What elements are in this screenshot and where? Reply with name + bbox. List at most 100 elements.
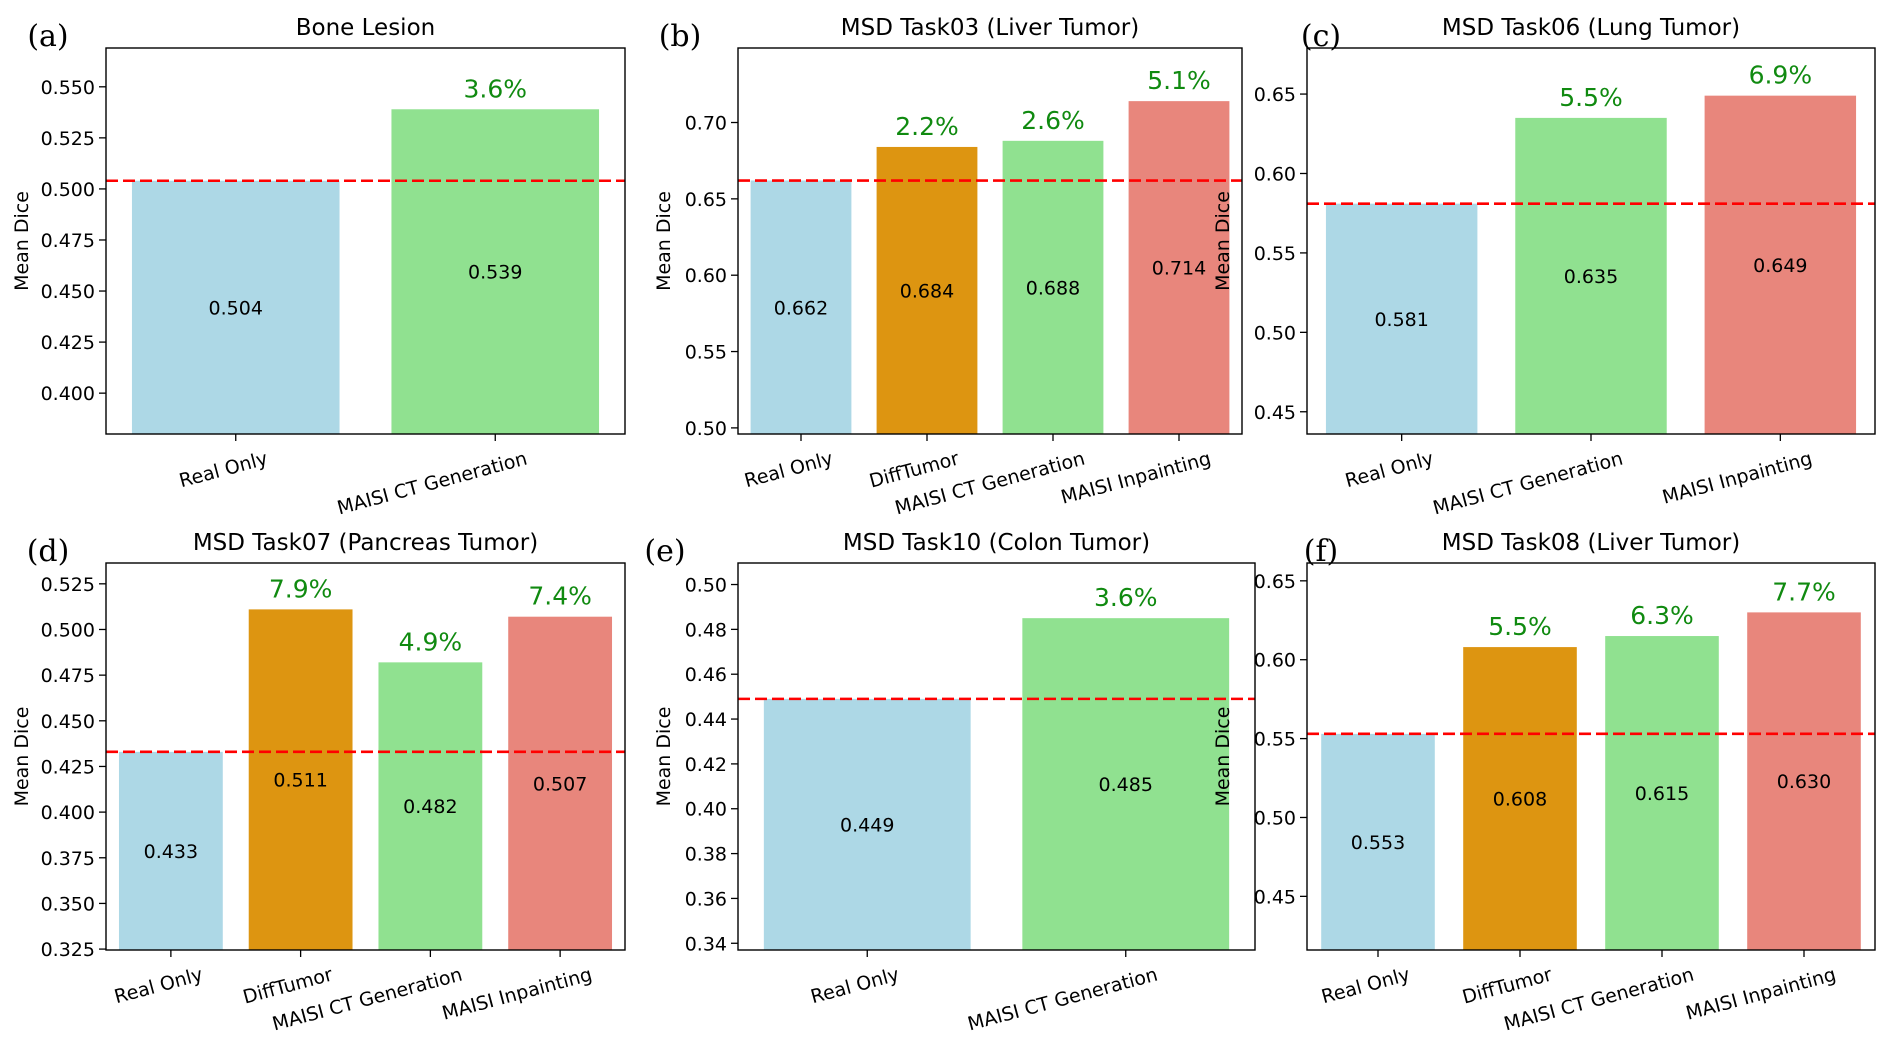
y-tick-label: 0.325 — [41, 939, 95, 961]
y-tick-label: 0.60 — [1254, 163, 1296, 185]
bar-value-label: 0.714 — [1152, 258, 1206, 280]
bar-value-label: 0.649 — [1753, 255, 1807, 277]
y-tick-label: 0.36 — [685, 888, 727, 910]
y-tick-label: 0.375 — [41, 848, 95, 870]
x-tick-label: Real Only — [742, 448, 835, 493]
panel-letter: (b) — [659, 19, 702, 54]
x-tick-label: Real Only — [1319, 964, 1412, 1009]
panel-letter: (e) — [644, 534, 685, 569]
y-tick-label: 0.55 — [685, 342, 727, 364]
improvement-label: 2.6% — [1021, 106, 1085, 135]
plot-frame — [105, 47, 626, 435]
chart-panel-b: (b) MSD Task03 (Liver Tumor) 0.662 0.684 0.6… — [653, 15, 1243, 519]
x-tick-label: MAISI CT Generation — [335, 448, 530, 520]
y-tick-label: 0.50 — [1254, 322, 1296, 344]
y-axis-label: Mean Dice — [653, 707, 675, 807]
y-tick-label: 0.42 — [685, 754, 727, 776]
bar-value-label: 0.449 — [840, 814, 894, 836]
improvement-label: 4.9% — [399, 627, 463, 656]
chart-title: MSD Task06 (Lung Tumor) — [1442, 15, 1740, 41]
x-tick-label: Real Only — [112, 964, 205, 1009]
y-tick-label: 0.65 — [1254, 571, 1296, 593]
y-tick-label: 0.425 — [41, 332, 95, 354]
bar — [391, 109, 600, 435]
y-axis-label: Mean Dice — [1212, 191, 1234, 291]
chart-title: MSD Task03 (Liver Tumor) — [841, 15, 1139, 41]
bar — [1002, 140, 1104, 434]
bar — [1321, 733, 1435, 950]
y-tick-label: 0.44 — [685, 709, 727, 731]
panel-letter: (a) — [27, 19, 68, 54]
improvement-label: 3.6% — [463, 74, 527, 103]
y-tick-label: 0.525 — [41, 574, 95, 596]
plot-frame — [737, 47, 1243, 435]
improvement-label: 5.5% — [1559, 83, 1623, 112]
y-tick-label: 0.500 — [41, 619, 95, 641]
bar-value-label: 0.553 — [1351, 832, 1405, 854]
chart-panel-c: (c) MSD Task06 (Lung Tumor)0.5810.6350.64… — [1212, 15, 1876, 520]
y-tick-label: 0.65 — [1254, 84, 1296, 106]
bar — [1747, 612, 1861, 950]
bar — [248, 609, 353, 950]
y-tick-label: 0.65 — [685, 189, 727, 211]
y-axis-label: Mean Dice — [653, 191, 675, 291]
plot-frame — [737, 562, 1256, 951]
y-tick-label: 0.50 — [685, 418, 727, 440]
y-tick-label: 0.48 — [685, 619, 727, 641]
y-tick-label: 0.60 — [1254, 650, 1296, 672]
bar — [508, 616, 613, 950]
y-tick-label: 0.50 — [685, 575, 727, 597]
improvement-label: 7.7% — [1772, 577, 1836, 606]
improvement-label: 5.5% — [1488, 612, 1552, 641]
x-tick-label: Real Only — [1343, 448, 1436, 493]
panel-letter: (d) — [27, 534, 70, 569]
y-tick-label: 0.70 — [685, 113, 727, 135]
bar-value-label: 0.433 — [144, 841, 198, 863]
improvement-label: 6.3% — [1630, 601, 1694, 630]
y-tick-label: 0.425 — [41, 756, 95, 778]
chart-title: Bone Lesion — [296, 15, 435, 41]
improvement-label: 7.9% — [269, 574, 333, 603]
x-tick-label: MAISI CT Generation — [1431, 448, 1626, 520]
improvement-label: 7.4% — [528, 582, 592, 611]
bar — [118, 751, 223, 950]
bar-value-label: 0.684 — [900, 280, 954, 302]
bar-value-label: 0.511 — [273, 770, 327, 792]
x-tick-label: Real Only — [808, 964, 901, 1009]
y-tick-label: 0.500 — [41, 179, 95, 201]
bar-value-label: 0.482 — [403, 796, 457, 818]
y-tick-label: 0.475 — [41, 665, 95, 687]
improvement-label: 3.6% — [1094, 583, 1158, 612]
bar-value-label: 0.539 — [468, 262, 522, 284]
bar — [378, 662, 483, 950]
bar — [750, 180, 852, 434]
bar — [876, 146, 978, 434]
bar-value-label: 0.504 — [209, 297, 263, 319]
y-tick-label: 0.34 — [685, 933, 727, 955]
bar — [1515, 117, 1667, 434]
y-tick-label: 0.475 — [41, 230, 95, 252]
panel-letter: (f) — [1304, 534, 1339, 569]
y-tick-label: 0.400 — [41, 383, 95, 405]
bar — [1325, 203, 1478, 434]
y-tick-label: 0.525 — [41, 128, 95, 150]
bar — [1463, 647, 1577, 950]
y-tick-label: 0.45 — [1254, 402, 1296, 424]
x-tick-label: MAISI CT Generation — [965, 964, 1160, 1036]
chart-panel-d: (d) MSD Task07 (Pancreas Tumor) 0.433 0.511… — [11, 530, 626, 1035]
y-tick-label: 0.55 — [1254, 729, 1296, 751]
bar-value-label: 0.485 — [1099, 774, 1153, 796]
bar-value-label: 0.635 — [1564, 266, 1618, 288]
chart-panel-f: (f) MSD Task08 (Liver Tumor) 0.553 0.608 0.6… — [1212, 530, 1876, 1035]
y-tick-label: 0.46 — [685, 664, 727, 686]
plot-frame — [105, 562, 626, 951]
y-tick-label: 0.45 — [1254, 886, 1296, 908]
y-tick-label: 0.350 — [41, 893, 95, 915]
bar-value-label: 0.507 — [533, 773, 587, 795]
bar-value-label: 0.662 — [774, 297, 828, 319]
x-tick-label: MAISI Inpainting — [440, 964, 595, 1025]
y-tick-label: 0.38 — [685, 844, 727, 866]
bar — [763, 698, 971, 950]
bar — [1128, 101, 1230, 434]
